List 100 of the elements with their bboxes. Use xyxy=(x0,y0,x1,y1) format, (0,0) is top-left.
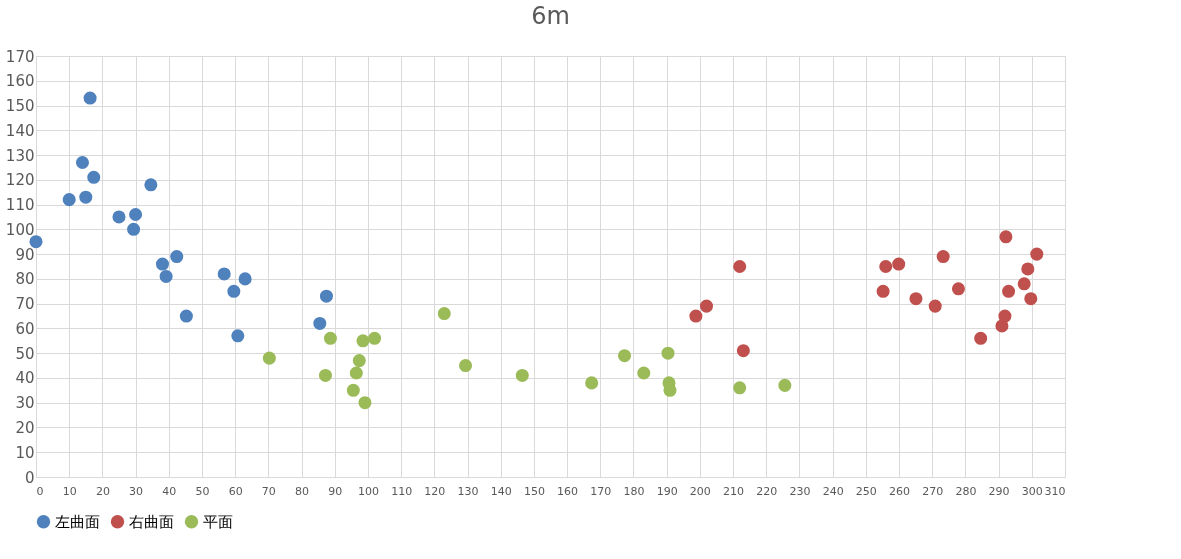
y-tick-label: 110 xyxy=(5,196,35,215)
y-tick-label: 170 xyxy=(5,47,35,66)
y-tick-label: 100 xyxy=(5,220,35,239)
y-tick-label: 40 xyxy=(15,369,35,388)
legend-label: 左曲面 xyxy=(55,512,100,531)
point xyxy=(352,354,366,368)
point xyxy=(1030,247,1044,261)
x-tick-label: 110 xyxy=(391,484,413,498)
point xyxy=(1017,277,1031,291)
y-tick-label: 160 xyxy=(5,72,35,91)
x-tick-label: 270 xyxy=(922,484,944,498)
point xyxy=(262,351,276,365)
point xyxy=(79,190,93,204)
point xyxy=(1002,284,1016,298)
x-tick-label: 100 xyxy=(357,484,379,498)
point xyxy=(437,307,451,321)
x-tick-label: 230 xyxy=(789,484,811,498)
x-tick-label: 260 xyxy=(889,484,911,498)
point xyxy=(217,267,231,281)
y-tick-label: 140 xyxy=(5,121,35,140)
point xyxy=(909,292,923,306)
point xyxy=(144,178,158,192)
x-tick-label: 120 xyxy=(424,484,446,498)
x-tick-label: 150 xyxy=(523,484,545,498)
point xyxy=(637,366,651,380)
y-tick-label: 70 xyxy=(15,295,35,314)
y-tick-label: 130 xyxy=(5,146,35,165)
x-tick-label: 50 xyxy=(195,484,210,498)
point xyxy=(661,346,675,360)
x-tick-label: 210 xyxy=(723,484,745,498)
x-tick-label: 250 xyxy=(855,484,877,498)
point xyxy=(733,381,747,395)
y-tick-label: 30 xyxy=(15,394,35,413)
x-tick-label: 130 xyxy=(457,484,479,498)
legend-label: 平面 xyxy=(203,512,233,531)
y-tick-label: 90 xyxy=(15,245,35,264)
point xyxy=(170,250,184,264)
x-tick-label: 220 xyxy=(756,484,778,498)
point xyxy=(689,309,703,323)
chart-title: 6m xyxy=(531,2,570,30)
y-tick-label: 20 xyxy=(15,418,35,437)
y-tick-label: 60 xyxy=(15,319,35,338)
point xyxy=(459,359,473,373)
x-tick-label: 20 xyxy=(95,484,110,498)
point xyxy=(892,257,906,271)
x-tick-label: 30 xyxy=(129,484,144,498)
point xyxy=(346,383,360,397)
point xyxy=(876,284,890,298)
x-tick-label: 70 xyxy=(261,484,276,498)
x-tick-label: 240 xyxy=(822,484,844,498)
point xyxy=(349,366,363,380)
point xyxy=(1021,262,1035,276)
x-tick-label: 290 xyxy=(988,484,1010,498)
y-tick-label: 10 xyxy=(15,443,35,462)
y-tick-label: 80 xyxy=(15,270,35,289)
point xyxy=(127,222,141,236)
point xyxy=(585,376,599,390)
x-tick-label: 170 xyxy=(590,484,612,498)
x-tick-label: 140 xyxy=(490,484,512,498)
point xyxy=(313,316,327,330)
point xyxy=(974,331,988,345)
x-tick-label: 180 xyxy=(623,484,645,498)
point xyxy=(998,309,1012,323)
point xyxy=(159,269,173,283)
point xyxy=(699,299,714,313)
point xyxy=(778,378,792,392)
x-tick-label: 90 xyxy=(328,484,343,498)
point xyxy=(227,284,241,298)
point xyxy=(179,309,193,323)
point xyxy=(87,170,101,184)
point xyxy=(231,329,245,343)
x-tick-label: 40 xyxy=(162,484,177,498)
point xyxy=(515,368,529,382)
point xyxy=(999,230,1013,244)
point xyxy=(358,396,372,410)
point xyxy=(318,368,332,382)
x-tick-label: 190 xyxy=(656,484,678,498)
point xyxy=(112,210,126,224)
legend-label: 右曲面 xyxy=(129,512,174,531)
point xyxy=(356,334,370,348)
x-tick-label: 280 xyxy=(955,484,977,498)
point xyxy=(928,299,942,313)
point xyxy=(83,91,97,105)
point xyxy=(879,259,893,274)
point xyxy=(323,331,337,345)
point xyxy=(951,282,965,296)
point xyxy=(238,272,252,286)
point xyxy=(368,331,382,345)
point xyxy=(129,207,143,221)
point xyxy=(1024,292,1038,306)
point xyxy=(736,344,750,358)
y-tick-label: 150 xyxy=(5,97,35,116)
x-tick-label: 300 xyxy=(1021,484,1043,498)
x-tick-label: 200 xyxy=(689,484,711,498)
y-tick-label: 120 xyxy=(5,171,35,190)
point xyxy=(319,289,333,303)
x-tick-label: 10 xyxy=(62,484,77,498)
point xyxy=(733,259,747,274)
y-tick-label: 50 xyxy=(15,344,35,363)
x-tick-label: 310 xyxy=(1044,484,1066,498)
